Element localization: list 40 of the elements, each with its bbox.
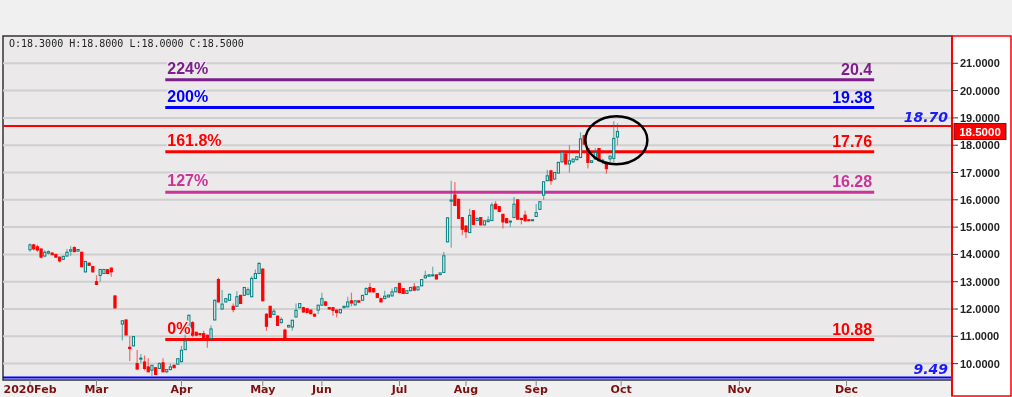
ref-line-label: 18.70 <box>903 109 949 126</box>
x-tick-label: Dec <box>834 383 859 396</box>
x-tick-label: Nov <box>727 383 753 396</box>
y-tick-label: 13.0000 <box>960 275 1000 288</box>
y-tick-label: 21.0000 <box>960 57 1000 70</box>
y-tick-label: 10.0000 <box>960 357 1000 370</box>
x-tick-label: Oct <box>610 383 632 396</box>
y-tick-label: 20.0000 <box>960 84 1000 97</box>
x-tick-label: Aug <box>453 383 479 396</box>
y-tick-label: 14.0000 <box>960 248 1000 261</box>
ref-line-label: 10.88 <box>832 320 873 338</box>
ref-line-label: 19.38 <box>832 88 873 106</box>
y-tick-label: 17.0000 <box>960 166 1000 179</box>
x-tick-label: Apr <box>170 383 193 396</box>
annotation: 224% <box>167 59 209 77</box>
annotation: 200% <box>167 87 209 105</box>
x-tick-label: 2020Feb <box>3 383 57 396</box>
text: 18.5000 <box>959 126 1001 139</box>
x-tick-label: Jun <box>311 383 332 396</box>
ref-line-label: 16.28 <box>832 173 873 191</box>
x-tick-label: Sep <box>524 383 548 396</box>
y-tick-label: 18.0000 <box>960 139 1000 152</box>
candlestick <box>516 198 520 221</box>
x-tick-label: May <box>250 383 276 396</box>
y-tick-label: 16.0000 <box>960 193 1000 206</box>
y-tick-label: 15.0000 <box>960 221 1000 234</box>
x-tick-label: Jul <box>390 383 408 396</box>
annotation: 161.8% <box>167 131 222 149</box>
candlestick <box>331 306 335 317</box>
y-tick-label: 19.0000 <box>960 111 1000 124</box>
annotation: 127% <box>167 172 209 190</box>
y-tick-label: 11.0000 <box>960 330 1000 343</box>
ref-line-label: 17.76 <box>832 132 873 150</box>
ref-line-label: 20.4 <box>841 60 873 78</box>
y-tick-label: 12.0000 <box>960 303 1000 316</box>
annotation: O:18.3000 H:18.8000 L:18.0000 C:18.5000 <box>9 38 244 49</box>
x-tick-label: Mar <box>84 383 109 396</box>
candlestick <box>216 277 221 304</box>
ref-line-label: 9.49 <box>913 360 949 377</box>
candlestick <box>368 282 372 294</box>
